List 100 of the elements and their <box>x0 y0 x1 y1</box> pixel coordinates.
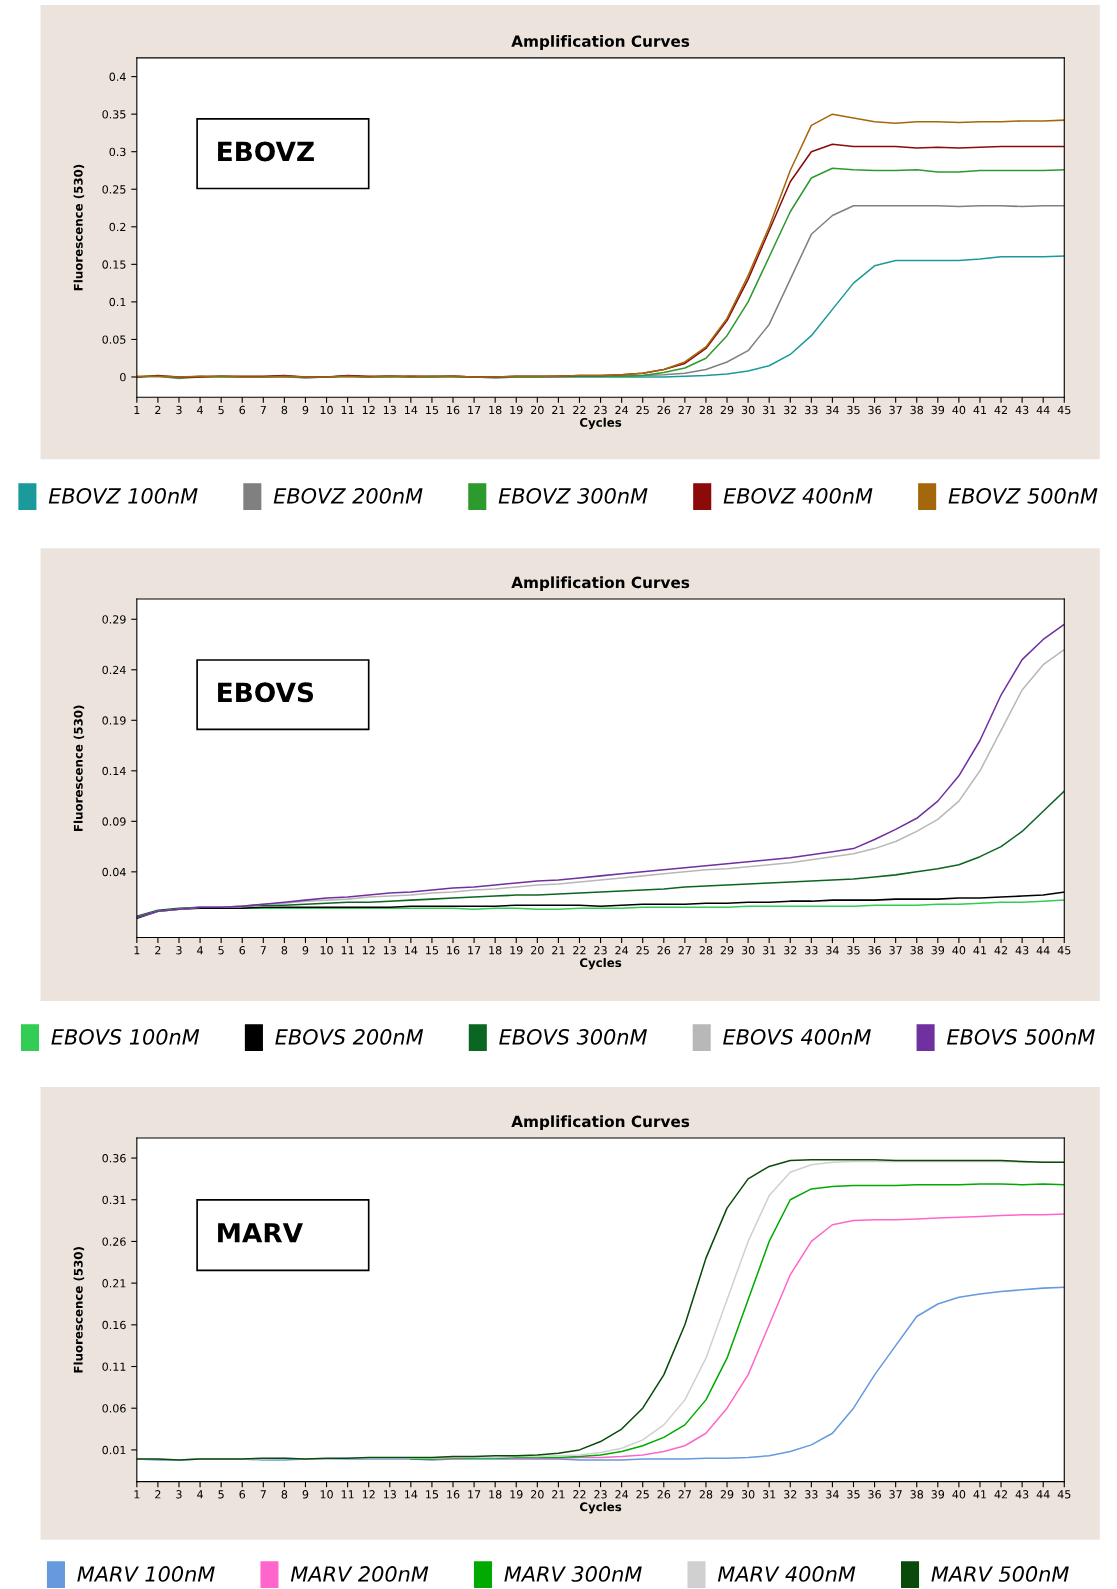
y-tick-label: 0.15 <box>102 260 126 269</box>
x-tick-label: 22 <box>573 405 586 415</box>
x-tick-label: 10 <box>320 946 333 955</box>
chart-title: Amplification Curves <box>511 1115 690 1131</box>
x-tick-label: 12 <box>362 1490 375 1499</box>
x-tick-label: 31 <box>762 946 776 955</box>
x-tick-label: 26 <box>657 1490 671 1499</box>
x-tick-label: 21 <box>552 946 565 955</box>
y-tick-label: 0.04 <box>102 867 126 877</box>
x-tick-label: 42 <box>994 1490 1007 1499</box>
x-tick-label: 32 <box>784 405 797 415</box>
x-tick-label: 16 <box>447 1490 460 1499</box>
legend-label: EBOVZ 200nM <box>273 487 423 504</box>
y-tick-label: 0.31 <box>102 1195 126 1205</box>
x-tick-label: 20 <box>531 946 544 955</box>
x-tick-label: 8 <box>281 1490 288 1499</box>
x-tick-label: 19 <box>510 1490 523 1499</box>
y-tick-label: 0.16 <box>102 1320 126 1330</box>
x-tick-label: 42 <box>994 946 1007 955</box>
y-tick-label: 0.19 <box>102 716 126 725</box>
x-tick-label: 26 <box>657 405 671 415</box>
x-tick-label: 40 <box>952 405 966 415</box>
x-tick-label: 9 <box>302 1490 309 1499</box>
y-tick-label: 0.29 <box>102 615 126 624</box>
x-tick-label: 36 <box>868 946 881 955</box>
x-tick-label: 23 <box>594 1490 607 1499</box>
x-tick-label: 14 <box>405 1490 418 1499</box>
y-tick-label: 0.4 <box>109 72 126 81</box>
x-tick-label: 34 <box>826 405 839 415</box>
y-tick-label: 0.14 <box>102 766 126 776</box>
x-tick-label: 41 <box>973 405 987 415</box>
x-tick-label: 24 <box>615 946 629 955</box>
legend-label: EBOVZ 400nM <box>723 487 873 504</box>
x-tick-label: 45 <box>1057 405 1071 415</box>
x-tick-label: 14 <box>405 946 418 955</box>
x-tick-label: 20 <box>531 1490 544 1499</box>
x-tick-label: 10 <box>320 1490 333 1499</box>
x-tick-label: 10 <box>320 405 333 415</box>
x-tick-label: 7 <box>260 405 266 415</box>
x-tick-label: 23 <box>594 405 607 415</box>
x-tick-label: 31 <box>762 1490 776 1499</box>
x-tick-label: 2 <box>155 405 161 415</box>
y-tick-label: 0.35 <box>102 110 126 119</box>
x-axis-title: Cycles <box>579 417 622 430</box>
x-tick-label: 37 <box>889 1490 902 1499</box>
x-tick-label: 26 <box>657 946 671 955</box>
legend-label: MARV 100nM <box>77 1566 215 1582</box>
x-tick-label: 30 <box>741 405 755 415</box>
x-tick-label: 36 <box>868 405 881 415</box>
x-tick-label: 43 <box>1015 405 1029 415</box>
x-tick-label: 45 <box>1057 1490 1071 1499</box>
y-tick-label: 0.09 <box>102 817 126 826</box>
y-tick-label: 0.01 <box>102 1445 126 1455</box>
x-tick-label: 44 <box>1036 405 1050 415</box>
x-tick-label: 8 <box>281 405 288 415</box>
x-tick-label: 44 <box>1036 1490 1050 1499</box>
chart-title: Amplification Curves <box>511 576 690 592</box>
x-tick-label: 18 <box>489 1490 502 1499</box>
x-tick-label: 35 <box>847 1490 860 1499</box>
x-tick-label: 31 <box>762 405 776 415</box>
y-tick-label: 0.05 <box>102 335 126 344</box>
x-tick-label: 37 <box>889 946 902 955</box>
legend-label: EBOVS 500nM <box>946 1029 1095 1045</box>
legend-label: EBOVS 400nM <box>723 1029 871 1045</box>
x-tick-label: 20 <box>531 405 544 415</box>
x-tick-label: 36 <box>868 1490 881 1499</box>
legend-label: MARV 400nM <box>717 1566 856 1582</box>
x-tick-label: 3 <box>176 405 182 415</box>
x-tick-label: 11 <box>341 405 354 415</box>
x-tick-label: 18 <box>489 405 502 415</box>
x-tick-label: 3 <box>176 946 182 955</box>
y-tick-label: 0.25 <box>102 185 126 194</box>
x-tick-label: 13 <box>383 1490 396 1499</box>
x-tick-label: 29 <box>720 1490 734 1499</box>
x-tick-label: 9 <box>302 946 309 955</box>
legend-label: EBOVS 200nM <box>275 1029 424 1045</box>
x-tick-label: 21 <box>552 405 565 415</box>
x-tick-label: 2 <box>155 946 161 955</box>
y-axis-title: Fluorescence (530) <box>73 164 85 291</box>
x-tick-label: 39 <box>931 1490 945 1499</box>
x-tick-label: 38 <box>910 405 924 415</box>
y-tick-label: 0.06 <box>102 1404 126 1413</box>
x-tick-label: 15 <box>426 946 439 955</box>
legend-label: MARV 500nM <box>931 1566 1069 1582</box>
x-tick-label: 4 <box>197 1490 203 1499</box>
chart-title: Amplification Curves <box>511 35 690 50</box>
x-tick-label: 32 <box>784 1490 797 1499</box>
x-tick-label: 1 <box>134 1490 140 1499</box>
x-tick-label: 33 <box>805 405 818 415</box>
x-axis-title: Cycles <box>579 1502 622 1514</box>
x-tick-label: 30 <box>741 946 755 955</box>
x-tick-label: 25 <box>636 1490 649 1499</box>
x-tick-label: 6 <box>239 405 246 415</box>
x-tick-label: 15 <box>426 1490 439 1499</box>
y-axis-title: Fluorescence (530) <box>73 1247 85 1373</box>
x-tick-label: 6 <box>239 946 246 955</box>
x-tick-label: 41 <box>973 1490 987 1499</box>
x-tick-label: 39 <box>931 946 945 955</box>
x-tick-label: 34 <box>826 946 839 955</box>
x-tick-label: 1 <box>134 405 140 415</box>
